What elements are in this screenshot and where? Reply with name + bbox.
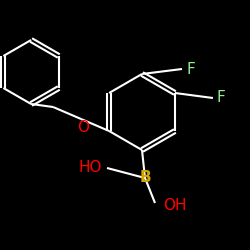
Text: F: F bbox=[217, 90, 226, 106]
Text: OH: OH bbox=[163, 198, 186, 214]
Text: O: O bbox=[77, 120, 89, 134]
Text: F: F bbox=[186, 62, 195, 76]
Text: HO: HO bbox=[78, 160, 102, 176]
Text: B: B bbox=[139, 170, 151, 186]
